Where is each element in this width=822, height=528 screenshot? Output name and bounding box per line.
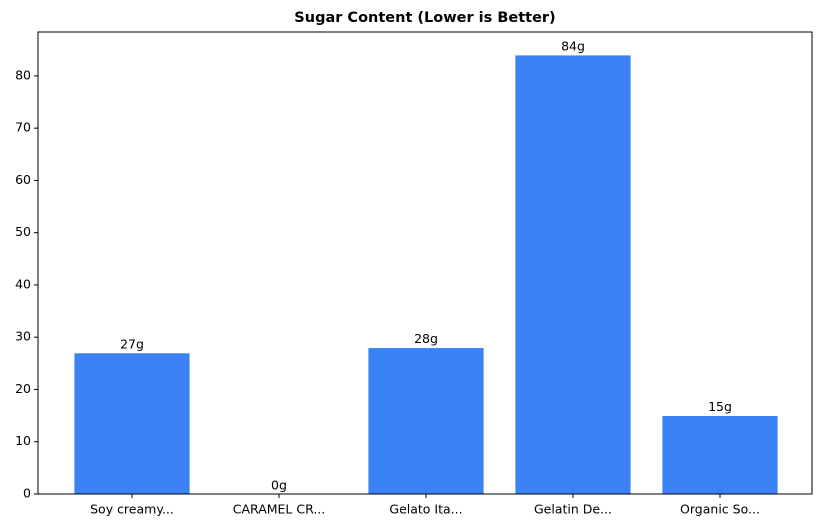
y-tick-label: 10 xyxy=(15,433,31,448)
value-label: 0g xyxy=(271,478,287,493)
x-tick-label: Soy creamy... xyxy=(90,502,174,517)
value-label: 84g xyxy=(561,38,585,53)
chart-title: Sugar Content (Lower is Better) xyxy=(294,10,555,26)
x-tick-label: Organic So... xyxy=(680,502,760,517)
y-tick-label: 0 xyxy=(23,486,31,501)
x-tick-label: Gelato Ita... xyxy=(389,502,462,517)
y-tick-label: 70 xyxy=(15,120,31,135)
y-tick-label: 50 xyxy=(15,224,31,239)
value-label: 28g xyxy=(414,331,438,346)
bar xyxy=(661,415,779,495)
y-tick-label: 60 xyxy=(15,172,31,187)
y-tick-label: 40 xyxy=(15,276,31,291)
bar xyxy=(367,347,485,495)
value-label: 15g xyxy=(708,399,732,414)
value-label: 27g xyxy=(120,336,144,351)
bar xyxy=(514,54,632,495)
x-tick-label: CARAMEL CR... xyxy=(233,502,326,517)
bar xyxy=(73,352,191,495)
y-tick-label: 80 xyxy=(15,67,31,82)
y-tick-label: 20 xyxy=(15,381,31,396)
y-tick-label: 30 xyxy=(15,329,31,344)
plot-frame xyxy=(37,31,813,495)
x-tick-label: Gelatin De... xyxy=(534,502,612,517)
